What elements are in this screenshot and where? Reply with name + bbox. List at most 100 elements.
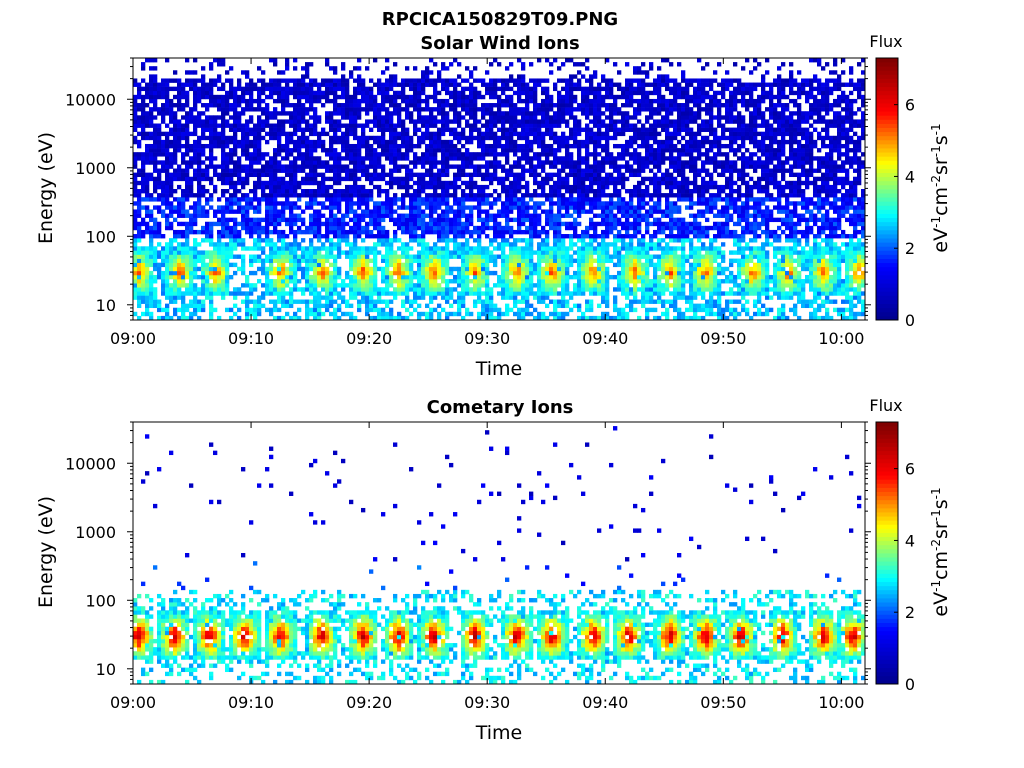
heatmap-cell (505, 143, 510, 149)
heatmap-cell (185, 213, 190, 218)
heatmap-cell (421, 90, 426, 96)
heatmap-cell (457, 279, 462, 284)
heatmap-cell (325, 303, 330, 309)
heatmap-cell (413, 90, 418, 96)
heatmap-cell (541, 111, 546, 116)
heatmap-cell (525, 213, 530, 218)
heatmap-cell (209, 197, 214, 202)
heatmap-cell (437, 127, 442, 132)
heatmap-cell (409, 299, 414, 304)
heatmap-cell (453, 107, 458, 112)
heatmap-cell (141, 131, 146, 137)
heatmap-cell (325, 164, 330, 169)
heatmap-cell (449, 94, 454, 100)
heatmap-cell (513, 111, 518, 116)
heatmap-cell (521, 287, 526, 292)
heatmap-cell (501, 234, 506, 239)
heatmap-cell (541, 250, 546, 255)
heatmap-cell (329, 213, 334, 218)
heatmap-cell (405, 164, 410, 169)
heatmap-cell (209, 229, 214, 235)
heatmap-cell (309, 107, 314, 112)
heatmap-cell (457, 201, 462, 206)
heatmap-cell (513, 279, 518, 284)
heatmap-cell (465, 152, 470, 157)
heatmap-cell (469, 152, 474, 157)
heatmap-cell (225, 229, 230, 235)
heatmap-cell (197, 258, 202, 263)
heatmap-cell (425, 246, 430, 251)
heatmap-cell (269, 307, 274, 313)
heatmap-cell (245, 82, 250, 87)
heatmap-cell (561, 103, 566, 108)
heatmap-cell (405, 94, 410, 100)
heatmap-cell (513, 266, 518, 272)
heatmap-cell (361, 217, 366, 223)
heatmap-cell (193, 139, 198, 145)
heatmap-cell (161, 315, 166, 321)
heatmap-cell (277, 180, 282, 186)
heatmap-cell (409, 258, 414, 263)
heatmap-cell (561, 119, 566, 124)
heatmap-cell (329, 143, 334, 149)
heatmap-cell (217, 103, 222, 108)
heatmap-cell (137, 246, 142, 251)
heatmap-cell (225, 172, 230, 178)
heatmap-cell (197, 123, 202, 128)
heatmap-cell (225, 283, 230, 288)
heatmap-cell (337, 156, 342, 161)
heatmap-cell (457, 242, 462, 247)
heatmap-cell (193, 103, 198, 108)
heatmap-cell (521, 156, 526, 161)
heatmap-cell (193, 143, 198, 149)
heatmap-cell (313, 160, 318, 165)
heatmap-cell (389, 311, 394, 317)
heatmap-cell (261, 180, 266, 186)
heatmap-cell (509, 205, 514, 210)
heatmap-cell (429, 225, 434, 231)
heatmap-cell (509, 307, 514, 313)
heatmap-cell (281, 193, 286, 198)
heatmap-cell (189, 193, 194, 198)
heatmap-cell (145, 262, 150, 268)
heatmap-cell (357, 234, 362, 239)
heatmap-cell (205, 127, 210, 132)
heatmap-cell (549, 119, 554, 124)
heatmap-cell (237, 242, 242, 247)
heatmap-cell (277, 131, 282, 137)
heatmap-cell (289, 78, 294, 83)
heatmap-cell (445, 270, 450, 276)
heatmap-cell (357, 86, 362, 92)
heatmap-cell (201, 82, 206, 87)
heatmap-cell (217, 123, 222, 128)
heatmap-cell (165, 107, 170, 112)
heatmap-cell (213, 123, 218, 128)
heatmap-cell (329, 287, 334, 292)
heatmap-cell (133, 139, 138, 145)
heatmap-cell (273, 299, 278, 304)
heatmap-cell (141, 311, 146, 317)
heatmap-cell (457, 131, 462, 137)
heatmap-cell (521, 115, 526, 120)
heatmap-cell (513, 303, 518, 309)
heatmap-cell (197, 148, 202, 153)
heatmap-cell (137, 201, 142, 206)
heatmap-cell (145, 209, 150, 214)
heatmap-cell (213, 266, 218, 272)
heatmap-cell (457, 139, 462, 145)
heatmap-cell (561, 62, 566, 67)
heatmap-cell (149, 279, 154, 284)
heatmap-cell (477, 225, 482, 231)
heatmap-cell (133, 283, 138, 288)
heatmap-cell (493, 229, 498, 235)
heatmap-cell (197, 78, 202, 83)
heatmap-cell (149, 254, 154, 259)
heatmap-cell (485, 221, 490, 227)
heatmap-cell (357, 160, 362, 165)
heatmap-cell (453, 250, 458, 255)
heatmap-cell (465, 184, 470, 190)
heatmap-cell (385, 66, 390, 71)
heatmap-cell (465, 221, 470, 227)
heatmap-cell (373, 217, 378, 223)
heatmap-cell (241, 86, 246, 92)
